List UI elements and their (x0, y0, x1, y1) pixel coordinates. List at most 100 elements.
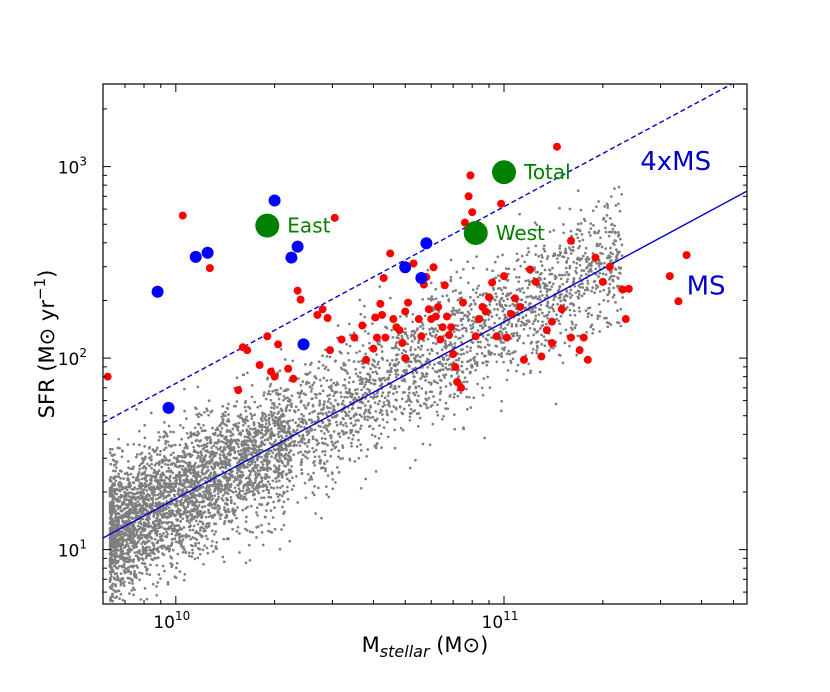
grey-point (512, 350, 516, 354)
grey-point (125, 506, 129, 510)
grey-point (408, 385, 412, 389)
grey-point (169, 453, 173, 457)
grey-point (216, 463, 220, 467)
grey-point (117, 533, 121, 537)
grey-point (569, 288, 573, 292)
grey-point (140, 542, 143, 546)
grey-point (248, 473, 252, 476)
grey-point (145, 597, 149, 601)
grey-point (223, 461, 226, 465)
grey-point (199, 515, 203, 519)
grey-point (201, 485, 205, 489)
grey-point (123, 486, 127, 490)
grey-point (188, 461, 192, 464)
grey-point (332, 381, 336, 385)
grey-point (277, 479, 281, 483)
grey-point (127, 517, 130, 521)
grey-point (451, 312, 455, 316)
grey-point (110, 487, 114, 491)
grey-point (235, 529, 239, 533)
grey-point (597, 275, 600, 278)
grey-point (164, 439, 168, 443)
grey-point (288, 442, 292, 445)
grey-point (157, 430, 160, 434)
grey-point (462, 427, 466, 431)
grey-point (380, 446, 383, 449)
grey-point (299, 463, 303, 467)
grey-point (381, 358, 385, 361)
grey-point (117, 472, 120, 476)
grey-point (368, 341, 371, 345)
grey-point (108, 447, 112, 451)
grey-point (137, 549, 141, 553)
grey-point (143, 470, 147, 474)
grey-point (188, 481, 191, 485)
grey-point (298, 444, 302, 448)
grey-point (248, 452, 251, 456)
grey-point (131, 492, 134, 495)
grey-point (339, 421, 343, 424)
grey-point (328, 393, 332, 397)
grey-point (356, 387, 359, 391)
grey-point (444, 401, 448, 405)
grey-point (202, 446, 206, 450)
grey-point (454, 335, 458, 339)
grey-point (247, 475, 251, 479)
grey-point (517, 280, 521, 284)
grey-point (500, 399, 504, 403)
grey-point (316, 412, 320, 416)
grey-point (371, 322, 374, 326)
grey-point (490, 315, 494, 318)
grey-point (493, 321, 496, 325)
grey-point (247, 449, 250, 453)
grey-point (317, 424, 321, 428)
grey-point (552, 229, 556, 232)
grey-point (273, 424, 277, 428)
grey-point (279, 386, 283, 390)
grey-point (390, 358, 394, 362)
grey-point (173, 494, 177, 498)
grey-point (199, 450, 203, 453)
grey-point (378, 399, 381, 403)
grey-point (611, 252, 614, 256)
grey-point (269, 398, 273, 402)
grey-point (179, 520, 182, 523)
grey-point (221, 499, 225, 502)
grey-point (135, 491, 139, 495)
grey-point (176, 540, 180, 544)
grey-point (331, 478, 335, 481)
grey-point (282, 464, 286, 467)
grey-point (429, 281, 433, 285)
grey-point (421, 442, 425, 446)
grey-point (388, 391, 391, 394)
grey-point (256, 513, 259, 517)
grey-point (400, 397, 404, 401)
grey-point (149, 458, 153, 462)
grey-point (569, 296, 572, 299)
grey-point (518, 334, 522, 338)
grey-point (495, 303, 499, 306)
grey-point (559, 277, 563, 281)
grey-point (396, 373, 400, 377)
grey-point (465, 345, 469, 348)
grey-point (151, 498, 155, 502)
grey-point (613, 187, 616, 190)
grey-point (133, 551, 137, 554)
grey-point (370, 433, 374, 437)
grey-point (196, 506, 200, 510)
grey-point (476, 382, 479, 386)
grey-point (120, 514, 124, 518)
grey-point (590, 289, 593, 293)
grey-point (253, 427, 257, 430)
grey-point (472, 357, 475, 360)
grey-point (330, 384, 333, 388)
grey-point (297, 441, 300, 444)
grey-point (482, 377, 486, 380)
grey-point (148, 445, 151, 449)
grey-point (409, 411, 413, 415)
grey-point (192, 450, 196, 454)
grey-point (218, 453, 222, 456)
grey-point (598, 242, 602, 246)
grey-point (182, 449, 185, 453)
grey-point (311, 446, 314, 450)
